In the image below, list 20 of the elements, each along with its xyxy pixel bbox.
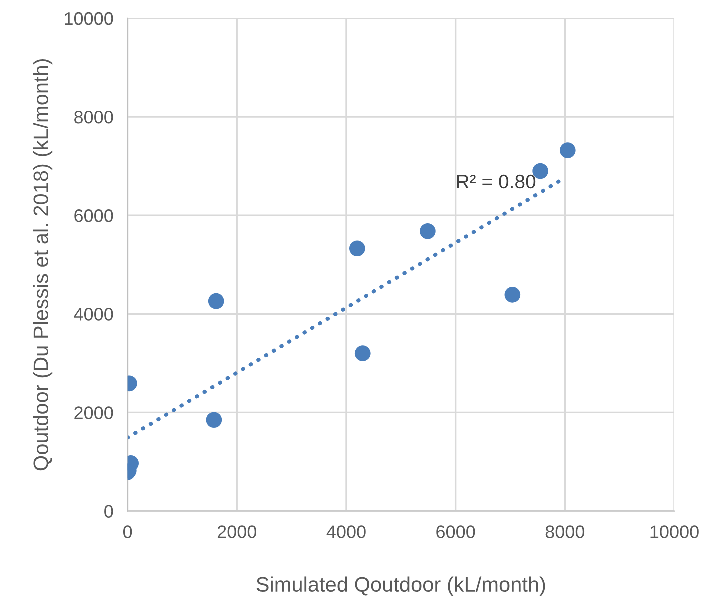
y-tick-label: 6000 — [74, 210, 114, 222]
x-tick-label: 8000 — [546, 526, 585, 538]
point — [504, 287, 521, 303]
x-tick-label: 6000 — [436, 526, 476, 538]
annotation: R² = 0.80 — [457, 174, 536, 189]
x-axis-title: Simulated Qoutdoor (kL/month) — [256, 576, 546, 596]
y-tick-label: 2000 — [74, 406, 114, 420]
x-tick-label: 10000 — [650, 526, 699, 538]
x-tick-label: 4000 — [326, 526, 366, 538]
y-tick-label: 0 — [104, 505, 114, 518]
x-tick-label: 2000 — [218, 526, 257, 538]
y-tick-label: 10000 — [65, 12, 114, 26]
point — [560, 142, 576, 158]
point — [349, 240, 366, 257]
y-axis-title: Qoutdoor (Du Plessis et al. 2018) (kL/month) — [33, 59, 53, 471]
y-tick-label: 4000 — [74, 308, 114, 321]
point — [420, 223, 436, 240]
point — [354, 346, 371, 362]
x-tick-label: 0 — [123, 526, 132, 538]
y-tick-label: 8000 — [74, 110, 114, 124]
